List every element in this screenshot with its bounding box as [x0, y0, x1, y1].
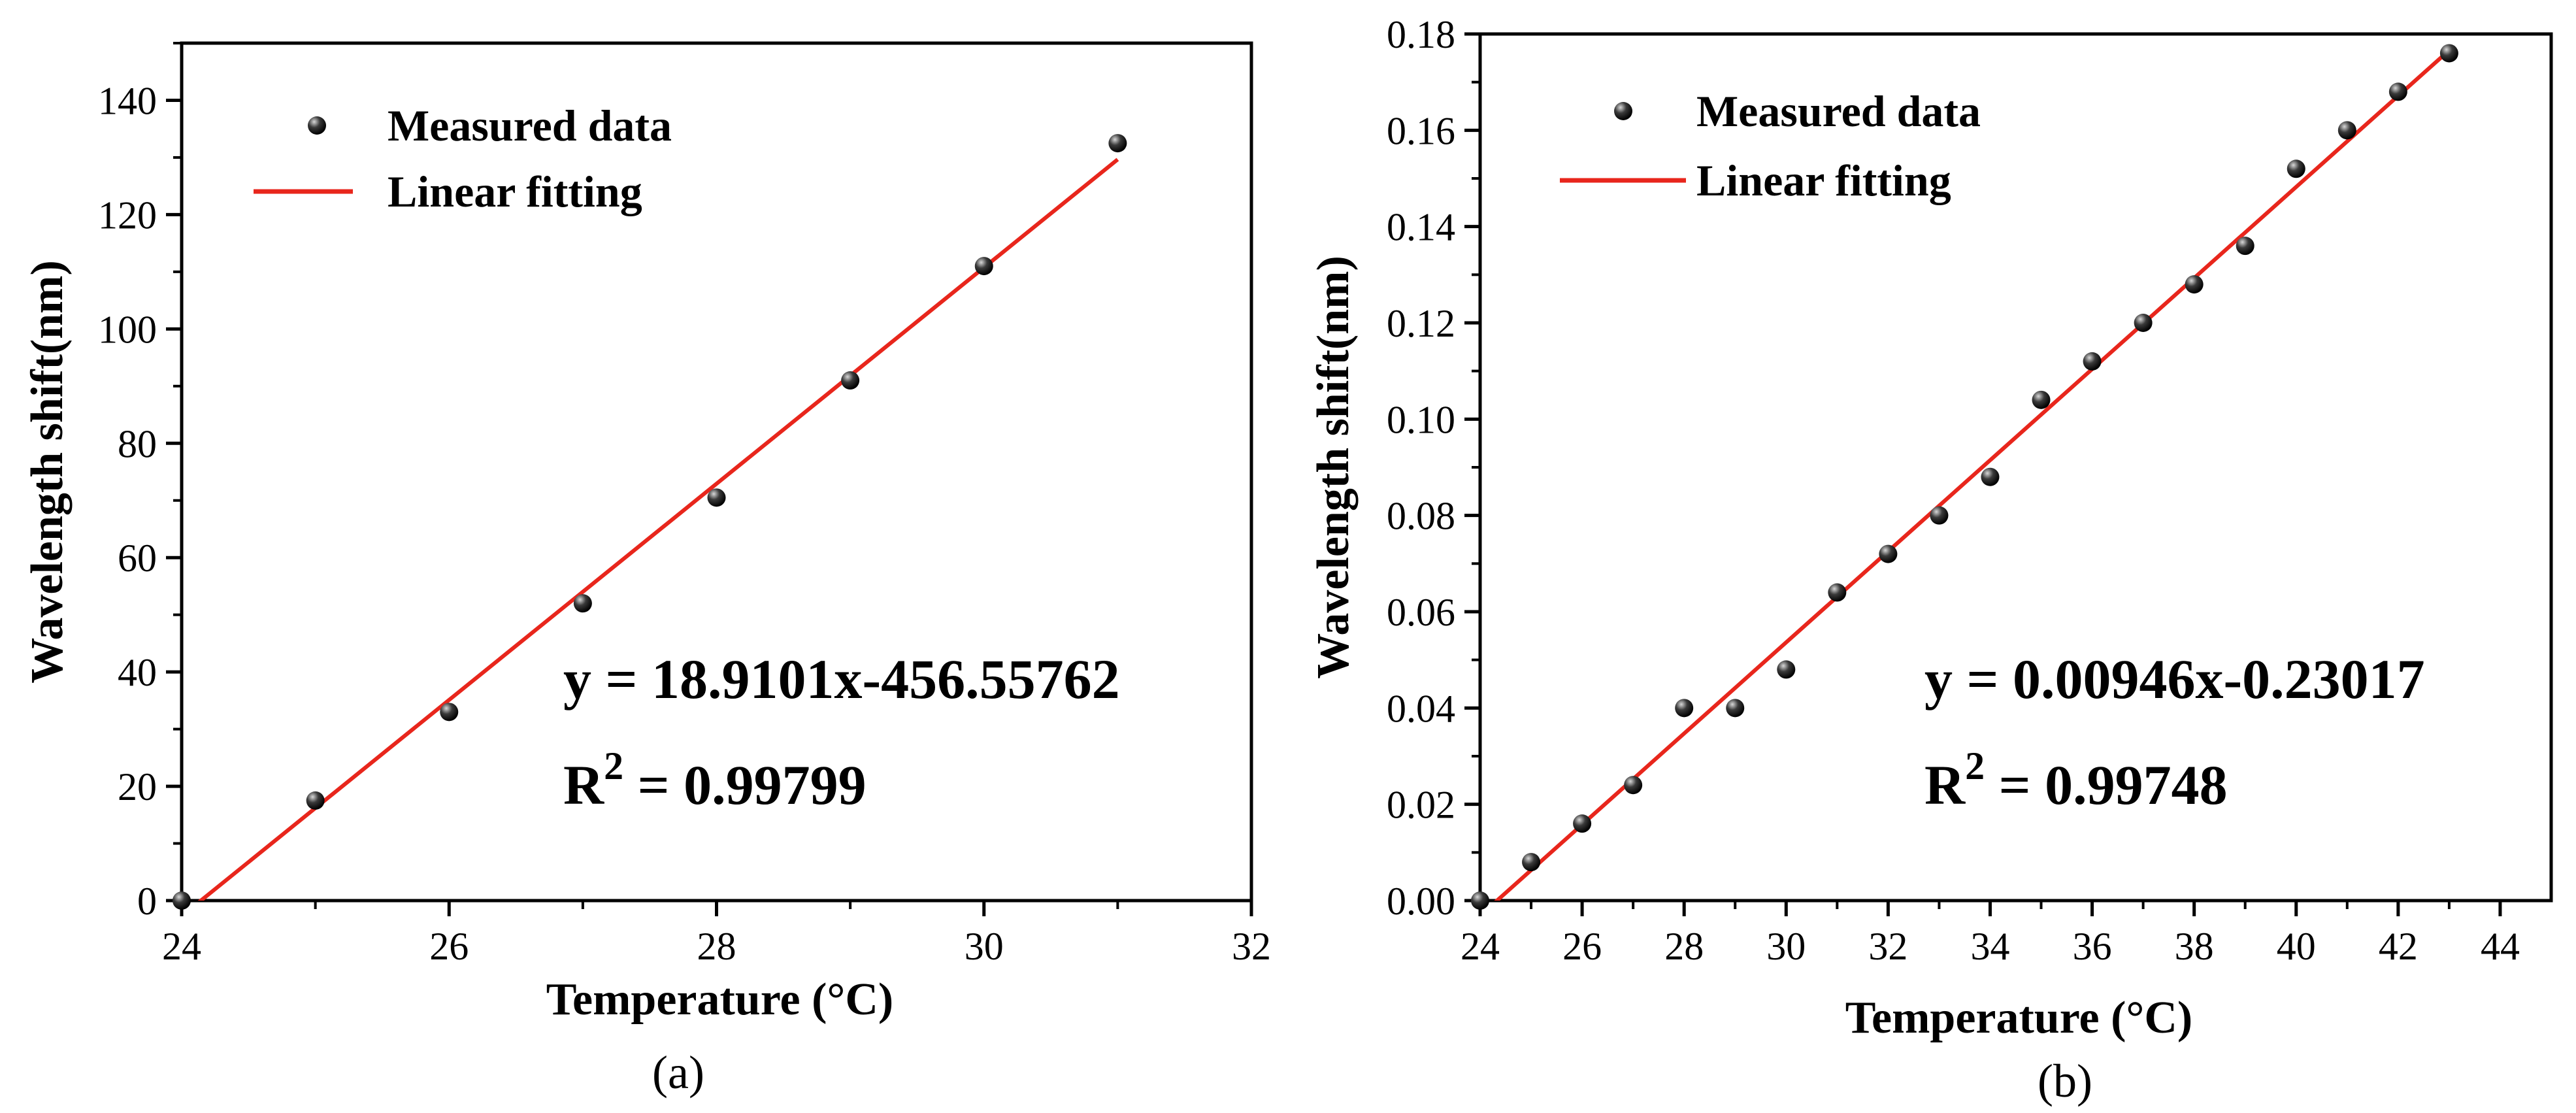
data-point — [2287, 159, 2305, 178]
data-point — [2134, 314, 2153, 332]
data-point — [1624, 776, 1643, 795]
legend: Measured data Linear fitting — [254, 101, 672, 216]
y-axis-title: Wavelength shift(nm) — [22, 260, 73, 684]
y-axis-title: Wavelength shift(nm) — [1308, 256, 1359, 679]
y-tick-label: 0.18 — [1387, 13, 1455, 56]
data-point — [707, 488, 726, 507]
data-point — [1930, 506, 1949, 525]
x-tick-label: 32 — [1232, 925, 1271, 968]
x-tick-label: 24 — [1461, 925, 1500, 968]
data-point — [2032, 390, 2051, 409]
linear-fit-line — [1494, 48, 2451, 901]
panel-caption: (a) — [652, 1046, 704, 1099]
legend-label-fit: Linear fitting — [388, 167, 642, 216]
x-tick-label: 28 — [1664, 925, 1704, 968]
data-point — [1573, 814, 1592, 833]
x-tick-label: 24 — [162, 925, 201, 968]
y-tick-label: 140 — [98, 79, 157, 122]
data-point — [1471, 891, 1489, 910]
r-squared-symbol: R — [1924, 754, 1966, 816]
x-tick-label: 30 — [1766, 925, 1806, 968]
legend-label-measured: Measured data — [1696, 86, 1981, 136]
data-point — [974, 257, 993, 276]
y-tick-label: 40 — [118, 651, 157, 694]
data-point — [2185, 275, 2204, 294]
y-tick-label: 120 — [98, 193, 157, 237]
y-tick-label: 0.10 — [1387, 398, 1455, 441]
x-tick-label: 36 — [2073, 925, 2112, 968]
panel-caption: (b) — [2038, 1055, 2092, 1107]
y-tick-label: 0 — [137, 880, 157, 923]
r-squared: R2 = 0.99799 — [563, 744, 867, 816]
y-tick-label: 0.06 — [1387, 591, 1455, 634]
y-tick-label: 0.14 — [1387, 206, 1455, 249]
data-point — [1981, 467, 2000, 486]
x-axis-title: Temperature (°C) — [1845, 993, 2193, 1043]
data-point — [2388, 82, 2407, 101]
data-point — [573, 594, 592, 613]
y-tick-label: 100 — [98, 308, 157, 351]
x-tick-label: 40 — [2277, 925, 2316, 968]
y-tick-label: 0.02 — [1387, 784, 1455, 827]
y-tick-label: 0.04 — [1387, 687, 1455, 730]
r-squared: R2 = 0.99748 — [1924, 744, 2228, 816]
fit-equation: y = 0.00946x-0.23017 — [1924, 648, 2425, 710]
data-point — [2439, 44, 2458, 63]
data-point — [1726, 699, 1745, 718]
fit-equation: y = 18.9101x-456.55762 — [563, 648, 1120, 710]
y-tick-label: 0.16 — [1387, 109, 1455, 152]
y-tick-label: 0.12 — [1387, 302, 1455, 345]
data-point — [2337, 121, 2356, 140]
r-squared-value: = 0.99748 — [1985, 754, 2228, 816]
data-point — [1108, 134, 1127, 153]
data-point — [440, 703, 459, 722]
data-point — [2236, 237, 2254, 256]
x-tick-label: 30 — [965, 925, 1004, 968]
data-point — [306, 791, 325, 810]
data-point — [173, 891, 191, 910]
legend-marker-measured — [308, 116, 326, 135]
linear-fit-line — [197, 158, 1119, 901]
r-squared-value: = 0.99799 — [623, 754, 867, 816]
x-tick-label: 34 — [1970, 925, 2009, 968]
r-squared-superscript: 2 — [1965, 744, 1985, 788]
data-point — [2083, 352, 2102, 371]
legend: Measured data Linear fitting — [1560, 86, 1981, 205]
x-tick-label: 38 — [2175, 925, 2214, 968]
x-tick-label: 32 — [1868, 925, 1907, 968]
x-tick-label: 26 — [1562, 925, 1602, 968]
r-squared-symbol: R — [563, 754, 604, 816]
y-tick-label: 20 — [118, 765, 157, 808]
r-squared-superscript: 2 — [604, 744, 623, 788]
y-tick-label: 80 — [118, 422, 157, 465]
x-axis-title: Temperature (°C) — [546, 974, 894, 1025]
x-tick-label: 28 — [697, 925, 736, 968]
legend-label-measured: Measured data — [388, 101, 672, 150]
y-tick-label: 0.08 — [1387, 495, 1455, 538]
data-point — [1879, 544, 1898, 563]
legend-label-fit: Linear fitting — [1696, 156, 1951, 205]
y-tick-label: 0.00 — [1387, 880, 1455, 923]
x-tick-label: 42 — [2379, 925, 2418, 968]
data-point — [1522, 853, 1541, 872]
legend-marker-measured — [1614, 102, 1632, 120]
x-tick-label: 44 — [2481, 925, 2520, 968]
y-tick-label: 60 — [118, 537, 157, 580]
data-point — [841, 371, 860, 390]
chart-panel-a: 24 26 28 30 32 0 20 40 60 80 100 120 140 Temperature … — [22, 41, 1271, 1099]
x-tick-label: 26 — [429, 925, 469, 968]
chart-panel-b: 24 26 28 30 32 34 36 38 40 42 44 0.00 0.02 0.04 0.06 0.… — [1308, 13, 2553, 1107]
data-point — [1777, 660, 1796, 679]
data-point — [1675, 699, 1694, 718]
data-point — [1828, 583, 1847, 602]
